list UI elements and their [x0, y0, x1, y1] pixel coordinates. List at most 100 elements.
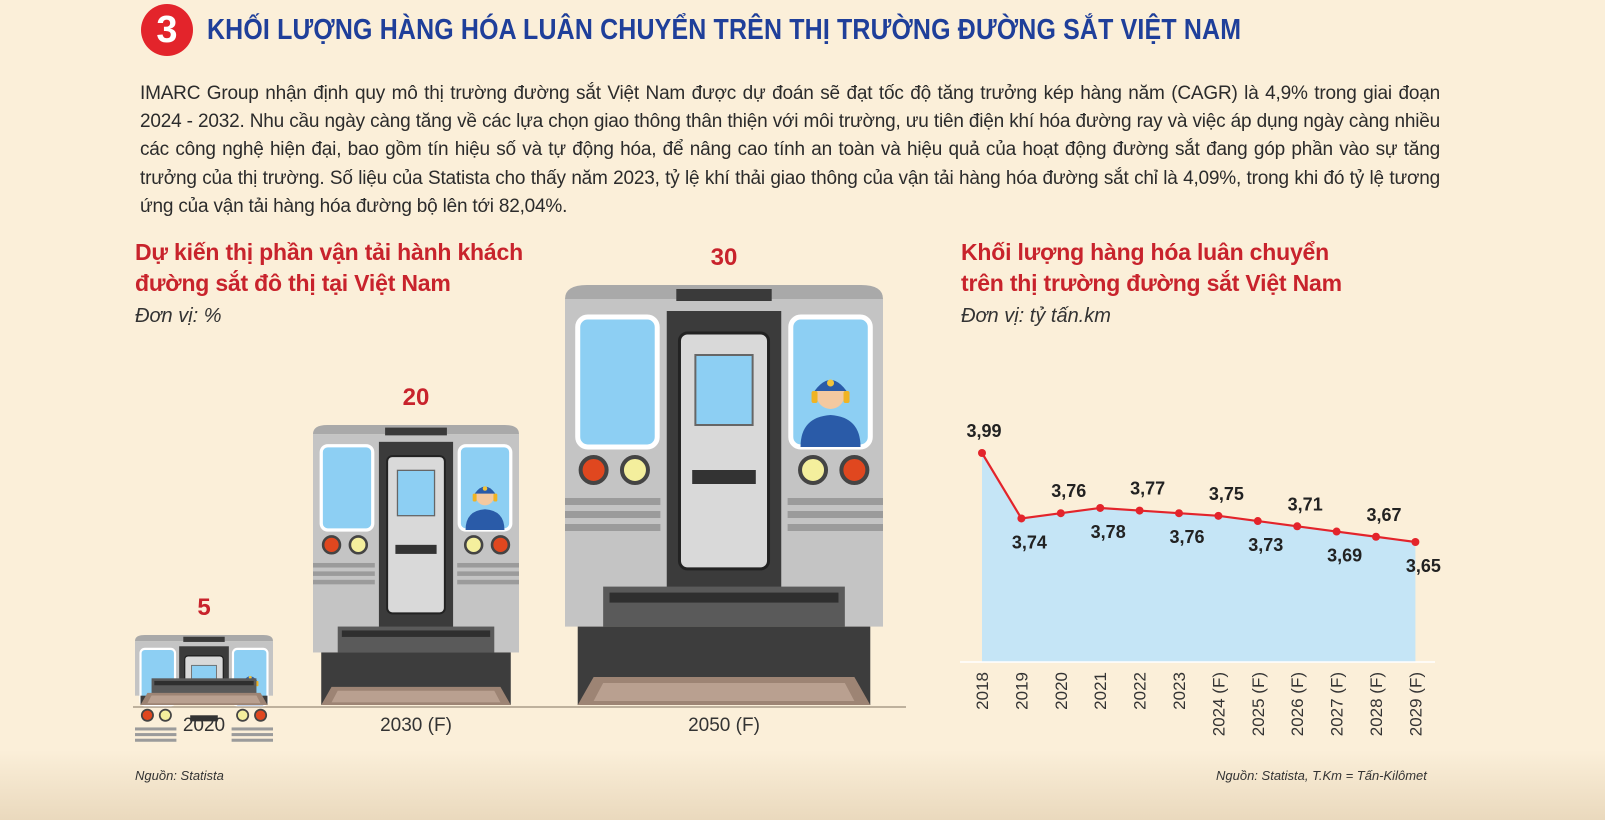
train-bar-2 — [565, 285, 883, 705]
right-chart-source: Nguồn: Statista, T.Km = Tấn-Kilômet — [1216, 768, 1427, 783]
x-tick-label: 2027 (F) — [1328, 672, 1347, 736]
x-tick-label: 2022 — [1131, 672, 1150, 710]
driver-cap-badge — [827, 379, 835, 387]
left-chart-title: Dự kiến thị phần vận tải hành khách đườn… — [135, 237, 523, 299]
x-tick-label: 2020 — [1052, 672, 1071, 710]
data-label: 3,77 — [1130, 479, 1165, 499]
grille-right — [231, 727, 273, 731]
headlight-red-right — [254, 708, 268, 722]
driver-headphone-left — [472, 493, 477, 502]
right-chart-unit: Đơn vị: tỷ tấn.km — [961, 305, 1111, 327]
grille-left — [313, 571, 375, 576]
headlight-red-left — [321, 535, 342, 555]
grille-right — [457, 579, 519, 585]
headlight-yellow-left — [348, 535, 369, 555]
train-destination-sign — [676, 289, 772, 301]
bottom-shadow — [0, 750, 1605, 820]
train-category-label: 2020 — [183, 715, 225, 736]
data-label: 3,74 — [1012, 532, 1047, 552]
x-tick-label: 2028 (F) — [1367, 672, 1386, 736]
train-left-window — [319, 444, 375, 532]
grille-left — [565, 511, 661, 518]
grille-left — [135, 738, 177, 742]
left-chart-title-line1: Dự kiến thị phần vận tải hành khách — [135, 239, 523, 265]
left-chart-source: Nguồn: Statista — [135, 768, 224, 783]
train-bumper-slot — [154, 680, 254, 686]
train-door-plate — [395, 544, 437, 554]
headlight-red-left — [140, 708, 154, 722]
x-tick-label: 2021 — [1091, 672, 1110, 710]
data-point — [1372, 532, 1380, 541]
data-point — [1175, 509, 1183, 518]
data-point — [1253, 517, 1262, 526]
data-label: 3,71 — [1288, 494, 1323, 514]
headlight-yellow-right — [463, 535, 484, 555]
train-door-plate — [190, 715, 218, 722]
data-point — [1411, 538, 1420, 546]
data-label: 3,78 — [1091, 522, 1126, 542]
grille-right — [457, 571, 519, 576]
data-point — [1056, 509, 1065, 518]
grille-right — [231, 733, 273, 737]
grille-left — [565, 498, 661, 505]
intro-paragraph: IMARC Group nhận định quy mô thị trường … — [140, 83, 1440, 217]
grille-right — [787, 511, 883, 518]
train-bar-1 — [313, 425, 519, 705]
train-category-label: 2030 (F) — [380, 715, 452, 736]
headlight-yellow-right — [236, 708, 250, 722]
driver-body — [465, 509, 505, 530]
x-tick-label: 2024 (F) — [1209, 672, 1228, 736]
data-label: 3,99 — [966, 421, 1001, 441]
headlight-red-right — [490, 535, 511, 555]
driver-cap-badge — [482, 486, 488, 491]
x-tick-label: 2029 (F) — [1406, 672, 1425, 736]
driver-headphone-left — [811, 391, 818, 403]
grille-left — [313, 562, 375, 568]
x-tick-label: 2018 — [973, 672, 992, 710]
data-point — [1135, 506, 1144, 515]
data-label: 3,73 — [1248, 535, 1283, 555]
data-label: 3,76 — [1051, 481, 1086, 501]
driver-headphone-right — [493, 493, 498, 502]
driver-headphone-right — [843, 391, 850, 403]
data-point — [1293, 522, 1302, 531]
headlight-yellow-left — [619, 455, 650, 485]
driver-body — [800, 415, 861, 447]
series-line — [981, 452, 1416, 544]
data-point — [978, 449, 986, 457]
grille-left — [135, 727, 177, 731]
grille-right — [457, 562, 519, 568]
train-door-window — [396, 469, 436, 517]
driver-headphone-right — [255, 681, 259, 687]
data-label: 3,65 — [1406, 556, 1441, 576]
train-destination-sign — [183, 636, 225, 642]
track-plate-inner — [331, 690, 501, 703]
grille-left — [135, 733, 177, 737]
train-door-plate — [692, 470, 756, 484]
data-point — [1332, 527, 1341, 536]
x-tick-label: 2023 — [1170, 672, 1189, 710]
x-tick-label: 2019 — [1012, 672, 1031, 710]
grille-right — [231, 738, 273, 742]
headlight-yellow-left — [158, 708, 172, 722]
data-point — [1214, 511, 1223, 520]
train-category-label: 2050 (F) — [688, 715, 760, 736]
area-fill — [982, 453, 1416, 662]
driver-cap-badge — [248, 676, 252, 680]
train-value-label: 5 — [197, 594, 210, 621]
train-left-window — [575, 314, 660, 450]
x-tick-label: 2026 (F) — [1288, 672, 1307, 736]
grille-left — [565, 524, 661, 531]
headlight-yellow-right — [798, 455, 829, 485]
grille-right — [787, 498, 883, 505]
headlight-red-right — [839, 455, 870, 485]
train-bumper-slot — [341, 630, 491, 637]
data-label: 3,75 — [1209, 484, 1244, 504]
right-chart-title-line2: trên thị trường đường sắt Việt Nam — [961, 270, 1342, 296]
data-point — [1017, 514, 1026, 523]
section-number-badge: 3 — [141, 4, 193, 56]
data-point — [1096, 503, 1105, 512]
train-bumper-slot — [609, 592, 839, 603]
headlight-red-left — [578, 455, 609, 485]
grille-right — [787, 524, 883, 531]
